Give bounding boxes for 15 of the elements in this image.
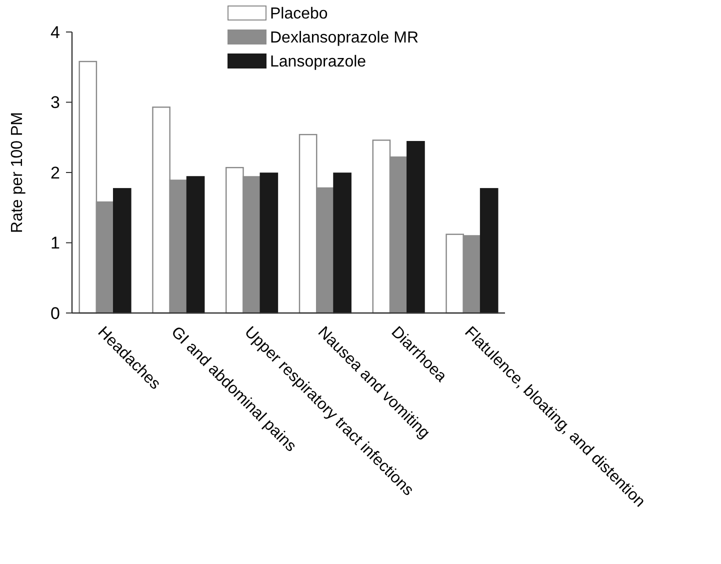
bar xyxy=(112,188,132,314)
y-tick-label: 2 xyxy=(50,163,60,182)
y-tick-label: 3 xyxy=(50,93,60,112)
bar xyxy=(260,172,278,314)
bar xyxy=(186,176,205,314)
y-tick-label: 1 xyxy=(50,234,60,253)
bar xyxy=(333,172,352,314)
legend-label: Dexlansoprazole MR xyxy=(270,30,419,47)
y-tick-label: 0 xyxy=(50,304,60,323)
bar xyxy=(480,188,498,314)
y-axis-title: Rate per 100 PM xyxy=(9,112,26,233)
bar xyxy=(406,140,425,314)
legend-label: Lansoprazole xyxy=(270,54,366,71)
legend-label: Placebo xyxy=(270,6,328,23)
y-tick-label: 4 xyxy=(50,22,60,42)
